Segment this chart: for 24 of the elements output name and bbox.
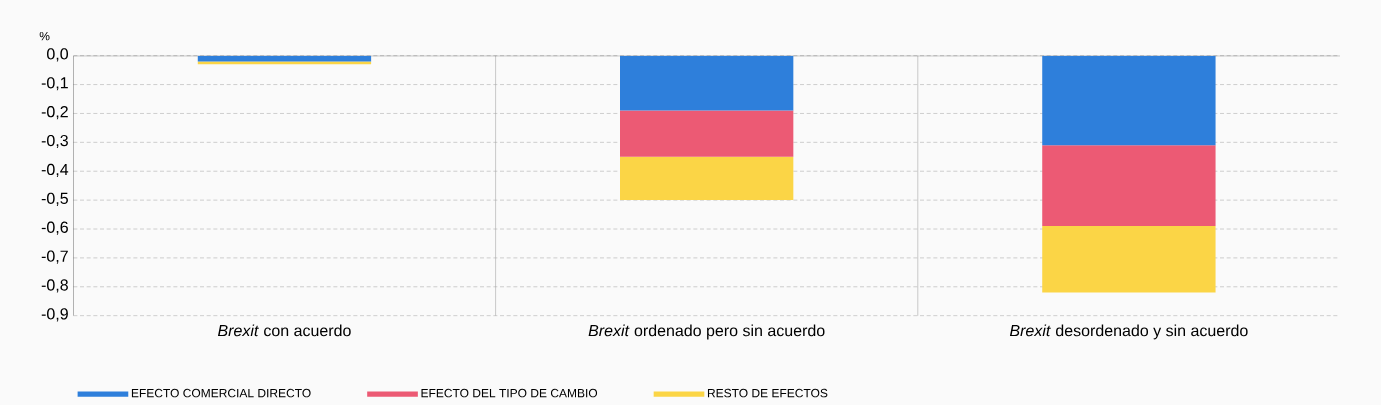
bar (620, 55, 794, 111)
legend-label: EFECTO DEL TIPO DE CAMBIO (421, 388, 598, 398)
y-tick-label: -0,1 (41, 77, 68, 91)
y-tick-label: -0,6 (41, 221, 68, 235)
y-tick-label: -0,8 (41, 279, 68, 293)
bar (1042, 55, 1216, 146)
y-tick-label: -0,9 (41, 308, 68, 322)
y-tick-label: -0,4 (41, 163, 69, 178)
y-tick-label: -0,3 (41, 134, 68, 149)
bar (1042, 145, 1216, 227)
bar (620, 110, 794, 157)
y-tick-label: -0,7 (41, 250, 68, 264)
y-tick-label: -0,5 (41, 192, 68, 206)
bar (197, 61, 372, 65)
x-tick-label: Brexit ordenado pero sin acuerdo (588, 324, 825, 340)
y-axis-title: % (39, 31, 50, 41)
legend-label: RESTO DE EFECTOS (707, 388, 828, 398)
x-tick-label: Brexit con acuerdo (217, 324, 351, 337)
legend-label: EFECTO COMERCIAL DIRECTO (131, 388, 311, 398)
y-tick-label: -0,2 (41, 106, 68, 120)
x-tick-label: Brexit desordenado y sin acuerdo (1009, 324, 1248, 340)
bar (620, 156, 794, 201)
y-tick-label: 0,0 (47, 48, 69, 62)
bar (1042, 226, 1216, 293)
